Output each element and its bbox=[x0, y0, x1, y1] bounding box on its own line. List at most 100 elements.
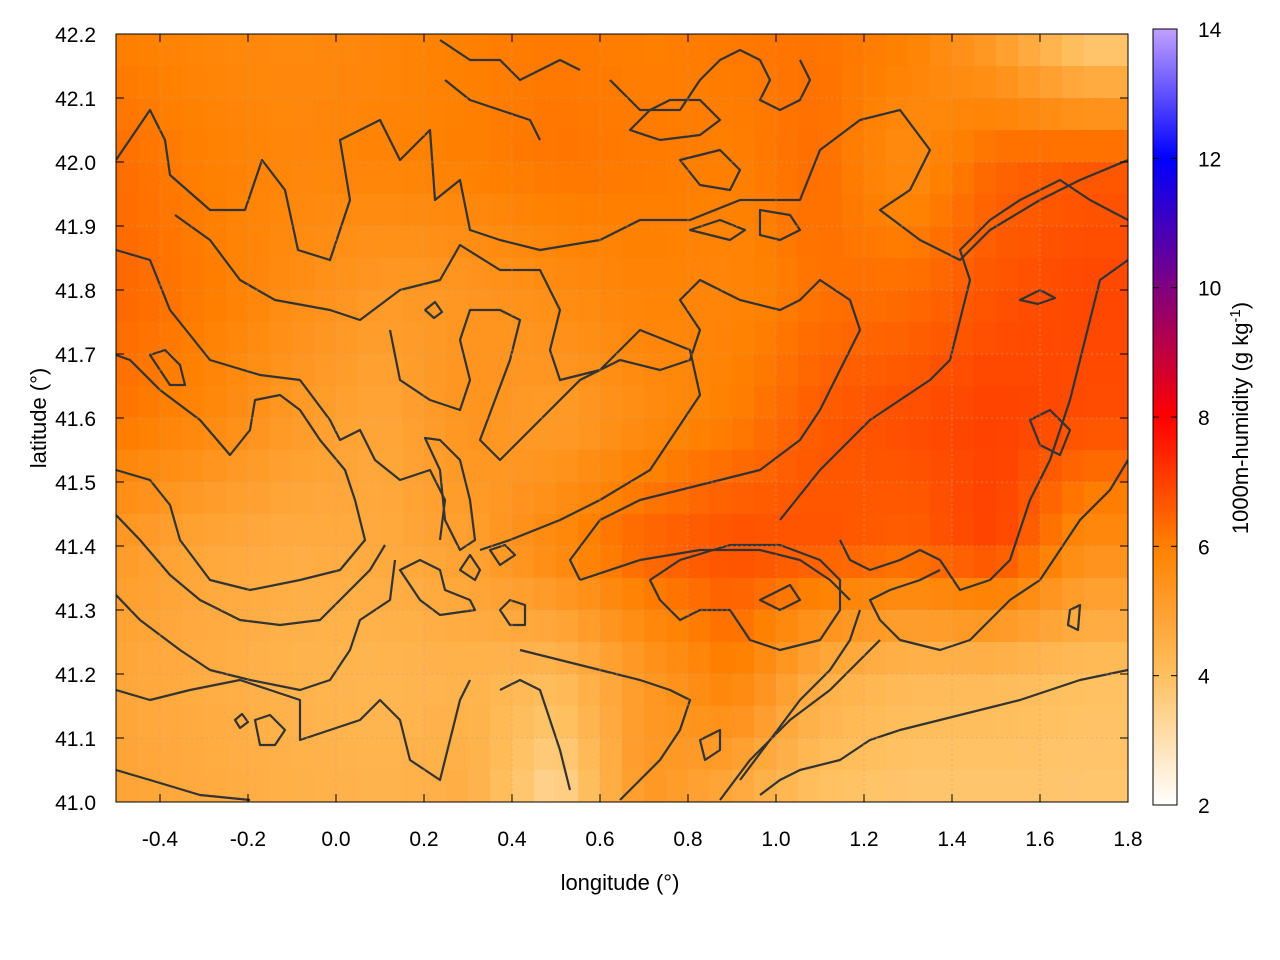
heat-cell bbox=[644, 418, 667, 451]
heat-cell bbox=[1040, 354, 1063, 387]
heat-cell bbox=[248, 482, 271, 515]
heat-cell bbox=[1106, 194, 1128, 227]
heat-cell bbox=[1084, 418, 1107, 451]
heat-cell bbox=[116, 162, 139, 195]
heat-cell bbox=[512, 258, 535, 291]
heat-cell bbox=[886, 290, 909, 323]
heat-cell bbox=[336, 322, 359, 355]
heat-cell bbox=[974, 290, 997, 323]
heat-cell bbox=[776, 482, 799, 515]
heat-cell bbox=[512, 482, 535, 515]
heat-cell bbox=[556, 450, 579, 483]
heat-cell bbox=[952, 418, 975, 451]
heat-cell bbox=[380, 706, 403, 739]
heat-cell bbox=[776, 98, 799, 131]
heat-cell bbox=[578, 578, 601, 611]
heat-cell bbox=[534, 162, 557, 195]
heat-cell bbox=[556, 98, 579, 131]
heat-cell bbox=[688, 386, 711, 419]
heat-cell bbox=[820, 386, 843, 419]
heat-cell bbox=[534, 738, 557, 771]
heat-cell bbox=[600, 290, 623, 323]
heat-cell bbox=[644, 354, 667, 387]
heat-cell bbox=[732, 162, 755, 195]
heat-cell bbox=[1062, 290, 1085, 323]
heat-cell bbox=[182, 354, 205, 387]
heat-cell bbox=[270, 418, 293, 451]
heat-cell bbox=[864, 738, 887, 771]
heat-cell bbox=[666, 418, 689, 451]
heat-cell bbox=[798, 706, 821, 739]
heat-cell bbox=[336, 482, 359, 515]
x-axis-label: longitude (°) bbox=[561, 870, 680, 895]
heat-cell bbox=[622, 642, 645, 675]
heat-cell bbox=[534, 34, 557, 67]
heat-cell bbox=[754, 706, 777, 739]
heat-cell bbox=[314, 610, 337, 643]
heat-cell bbox=[336, 258, 359, 291]
contour-line bbox=[779, 178, 1128, 521]
y-tick-label: 41.4 bbox=[55, 536, 96, 559]
heat-cell bbox=[1106, 450, 1128, 483]
heat-cell bbox=[446, 130, 469, 163]
heat-cell bbox=[292, 706, 315, 739]
heat-cell bbox=[226, 290, 249, 323]
heat-cell bbox=[380, 194, 403, 227]
heat-cell bbox=[314, 34, 337, 67]
heat-cell bbox=[1084, 674, 1107, 707]
heat-cell bbox=[1084, 546, 1107, 579]
heat-cell bbox=[182, 66, 205, 99]
heat-cell bbox=[1084, 290, 1107, 323]
heat-cell bbox=[974, 610, 997, 643]
colorbar-label: 1000m-humidity (g kg-1) bbox=[1227, 302, 1254, 534]
heat-cell bbox=[380, 514, 403, 547]
heat-cell bbox=[820, 322, 843, 355]
heat-cell bbox=[644, 258, 667, 291]
heat-cell bbox=[688, 514, 711, 547]
heat-cell bbox=[534, 354, 557, 387]
heat-cell bbox=[116, 706, 139, 739]
heat-cell bbox=[1084, 162, 1107, 195]
heat-cell bbox=[930, 34, 953, 67]
heat-cell bbox=[270, 770, 293, 802]
heat-cell bbox=[336, 386, 359, 419]
heat-cell bbox=[1018, 546, 1041, 579]
heat-cell bbox=[248, 706, 271, 739]
heat-cell bbox=[512, 706, 535, 739]
heat-cell bbox=[446, 290, 469, 323]
heat-cell bbox=[1040, 770, 1063, 802]
heat-cell bbox=[292, 290, 315, 323]
heat-cell bbox=[622, 610, 645, 643]
heat-cell bbox=[1084, 770, 1107, 802]
heat-cell bbox=[204, 610, 227, 643]
heat-cell bbox=[886, 514, 909, 547]
contour-line bbox=[839, 259, 1128, 592]
heat-cell bbox=[226, 98, 249, 131]
heat-cell bbox=[512, 610, 535, 643]
heat-cell bbox=[116, 226, 139, 259]
heat-cell bbox=[952, 770, 975, 802]
heat-cell bbox=[710, 450, 733, 483]
heat-cell bbox=[930, 610, 953, 643]
heat-cell bbox=[1106, 386, 1128, 419]
heat-cell bbox=[1084, 386, 1107, 419]
heat-cell bbox=[512, 546, 535, 579]
heat-cell bbox=[820, 194, 843, 227]
heat-cell bbox=[688, 610, 711, 643]
heat-cell bbox=[512, 130, 535, 163]
heat-cell bbox=[226, 578, 249, 611]
heat-cell bbox=[226, 770, 249, 802]
heat-cell bbox=[754, 642, 777, 675]
heat-cell bbox=[204, 386, 227, 419]
heat-cell bbox=[424, 66, 447, 99]
heat-cell bbox=[1084, 642, 1107, 675]
heat-cell bbox=[556, 706, 579, 739]
heat-cell bbox=[1062, 450, 1085, 483]
heat-cell bbox=[754, 258, 777, 291]
heat-cell bbox=[886, 738, 909, 771]
heat-cell bbox=[248, 770, 271, 802]
heat-cell bbox=[380, 546, 403, 579]
heat-cell bbox=[248, 258, 271, 291]
heat-cell bbox=[1062, 642, 1085, 675]
heat-cell bbox=[1062, 578, 1085, 611]
